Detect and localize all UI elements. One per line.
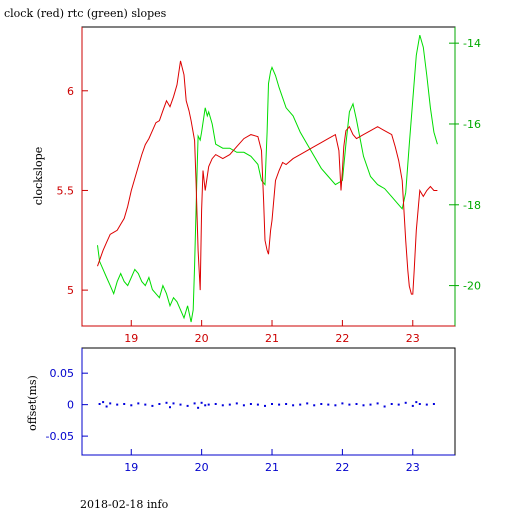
- offset-point: [235, 402, 238, 405]
- series-clock-line: [97, 60, 438, 295]
- offset-point: [334, 404, 337, 407]
- offset-point: [278, 403, 281, 406]
- offset-point: [137, 402, 140, 405]
- offset-point: [172, 402, 175, 405]
- offset-point: [200, 401, 203, 404]
- offset-point: [362, 404, 365, 407]
- offset-point: [221, 404, 224, 407]
- offset-point: [151, 404, 154, 407]
- x-tick-label: 23: [406, 461, 420, 474]
- offset-point: [197, 406, 200, 409]
- offset-point: [432, 403, 435, 405]
- top-y-axis-label: clockslope: [32, 147, 45, 205]
- bottom-y-axis-label: offset(ms): [26, 375, 39, 431]
- offset-point: [169, 406, 171, 409]
- offset-point: [144, 403, 147, 406]
- x-tick-label: 22: [335, 332, 349, 345]
- bottom-x-axis: 19 20 21 22 23: [82, 449, 455, 474]
- y2-tick-label: -14: [463, 37, 481, 50]
- top-plot-frame: [81, 26, 456, 327]
- offset-point: [425, 403, 428, 406]
- y-tick-label: 5.5: [57, 184, 75, 197]
- offset-point: [292, 404, 295, 407]
- offset-point: [102, 401, 105, 404]
- x-tick-label: 20: [195, 332, 209, 345]
- top-left-axis: 55.56: [57, 27, 88, 326]
- y2-tick-label: -16: [463, 118, 481, 131]
- x-tick-label: 19: [124, 332, 138, 345]
- offset-point: [418, 403, 421, 405]
- offset-point: [411, 404, 414, 407]
- y-tick-label: 6: [67, 85, 74, 98]
- bottom-plot-frame: [81, 347, 456, 456]
- series-rtc-line: [97, 34, 438, 323]
- y-tick-label: 5: [67, 284, 74, 297]
- offset-point: [320, 403, 323, 405]
- x-tick-label: 21: [265, 332, 279, 345]
- offset-point: [390, 403, 393, 405]
- offset-point: [105, 405, 108, 408]
- y2-tick-label: -20: [463, 280, 481, 293]
- offset-point: [285, 403, 288, 405]
- offset-point: [376, 402, 379, 405]
- bottom-left-axis: 0.05 0 -0.05: [46, 348, 88, 455]
- offset-point: [165, 401, 168, 404]
- y2-tick-label: -18: [463, 199, 481, 212]
- x-tick-label: 20: [195, 461, 209, 474]
- x-tick-label: 21: [265, 461, 279, 474]
- y-tick-label: 0: [67, 399, 74, 412]
- x-tick-label: 22: [335, 461, 349, 474]
- offset-point: [158, 403, 161, 405]
- top-x-axis: 19 20 21 22 23: [82, 320, 455, 345]
- offset-point: [313, 404, 316, 407]
- offset-point: [299, 403, 302, 406]
- offset-point: [207, 403, 210, 406]
- offset-point: [264, 404, 266, 407]
- offset-point: [306, 402, 309, 405]
- offset-point: [249, 403, 252, 405]
- offset-point: [123, 403, 126, 405]
- offset-point: [415, 401, 418, 404]
- series-offset-points: [98, 401, 435, 409]
- offset-point: [109, 402, 112, 405]
- footer-info: 2018-02-18 info: [80, 498, 169, 511]
- offset-point: [404, 401, 407, 404]
- offset-point: [369, 403, 372, 406]
- offset-point: [348, 403, 351, 406]
- offset-point: [256, 403, 259, 406]
- offset-point: [214, 403, 217, 405]
- offset-point: [327, 403, 330, 406]
- x-tick-label: 19: [124, 461, 138, 474]
- offset-point: [130, 404, 133, 407]
- offset-point: [193, 402, 196, 405]
- offset-point: [242, 404, 245, 407]
- y-tick-label: 0.05: [50, 367, 75, 380]
- offset-point: [397, 403, 400, 406]
- offset-point: [355, 403, 358, 405]
- y-tick-label: -0.05: [46, 430, 74, 443]
- x-tick-label: 23: [406, 332, 420, 345]
- offset-point: [186, 404, 189, 407]
- offset-point: [228, 403, 231, 406]
- offset-point: [98, 403, 101, 405]
- top-right-axis: -14 -16 -18 -20: [449, 27, 481, 326]
- offset-point: [383, 405, 386, 408]
- offset-point: [271, 403, 273, 405]
- chart-title: clock (red) rtc (green) slopes: [4, 7, 167, 20]
- offset-point: [204, 404, 207, 407]
- offset-point: [116, 403, 119, 406]
- offset-point: [341, 402, 344, 405]
- offset-point: [179, 403, 182, 406]
